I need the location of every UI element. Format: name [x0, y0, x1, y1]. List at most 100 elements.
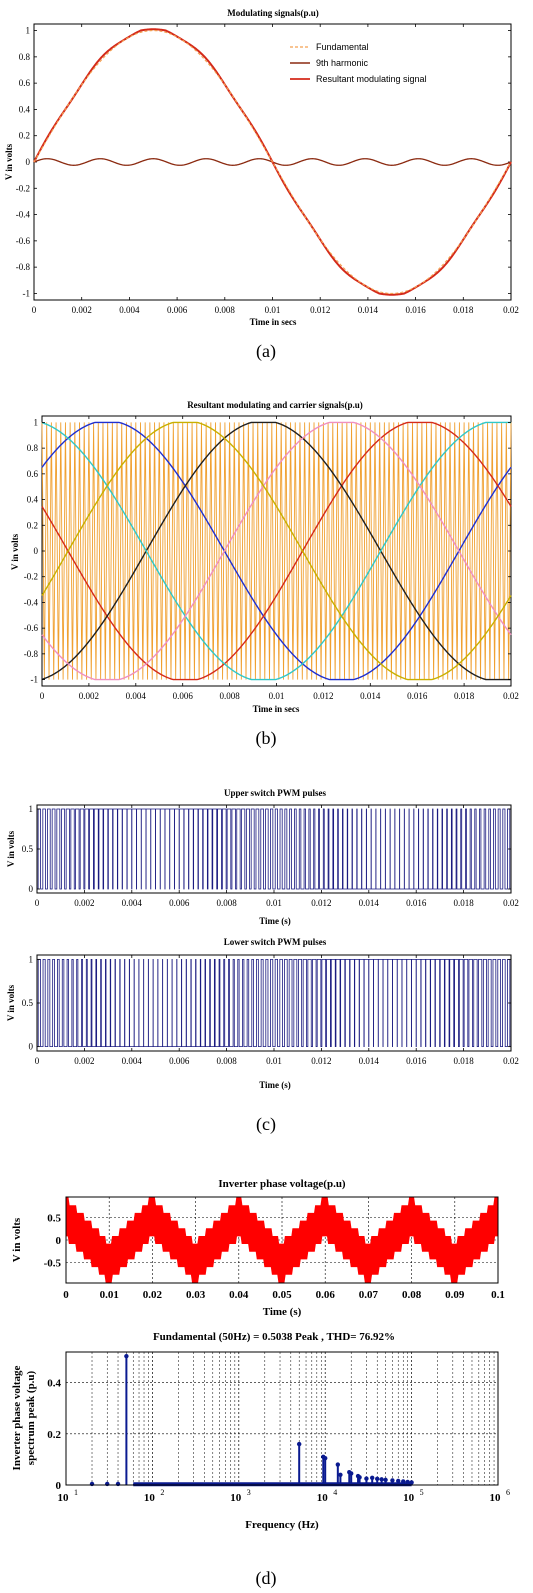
- spectrum-stem-marker: [401, 1479, 406, 1484]
- chart-c1-xtick-label: 0.016: [406, 898, 427, 908]
- chart-b-ytick-label: 0.4: [27, 495, 39, 505]
- chart-c1-xtick-label: 0.02: [503, 898, 519, 908]
- chart-a-ytick-label: 0.6: [19, 78, 31, 88]
- chart-b-xtick-label: 0.02: [503, 691, 519, 701]
- chart-c1-title: Upper switch PWM pulses: [224, 788, 327, 798]
- spectrum-stem-marker: [89, 1481, 95, 1487]
- chart-d1-xtick-label: 0: [63, 1289, 69, 1301]
- chart-a-ytick-label: -0.6: [16, 236, 31, 246]
- chart-c1-ylabel: V in volts: [6, 830, 16, 867]
- chart-d1-ytick-label: -0.5: [44, 1258, 62, 1270]
- chart-a-xtick-label: 0.02: [503, 305, 519, 315]
- chart-b-ytick-label: 0.8: [27, 443, 39, 453]
- caption-b: (b): [256, 728, 277, 749]
- legend-label-9th-harmonic: 9th harmonic: [316, 58, 369, 68]
- chart-b-ytick-label: -0.2: [24, 572, 38, 582]
- chart-a-ytick-label: -0.4: [16, 210, 31, 220]
- chart-c2-xtick-label: 0.018: [453, 1056, 474, 1066]
- chart-d2-ylabel-line1: Inverter phase voltage: [11, 1365, 23, 1470]
- chart-d2-ytick-label: 0: [56, 1480, 62, 1492]
- chart-c1-xtick-label: 0: [35, 898, 40, 908]
- chart-a-ticks: 0 0.002 0.004 0.006 0.008 0.01 0.012 0.014 0.016…: [16, 24, 519, 315]
- chart-a-xtick-label: 0.006: [167, 305, 188, 315]
- chart-c2-xtick-label: 0.01: [266, 1056, 282, 1066]
- panel-d-inverter-voltage: Inverter phase voltage(p.u) 0 0.01 0.02 0.0…: [11, 1178, 505, 1318]
- chart-a-ytick-label: 0.4: [19, 104, 31, 114]
- chart-d1-xtick-label: 0.08: [402, 1289, 422, 1301]
- chart-d1-xtick-label: 0.01: [100, 1289, 119, 1301]
- chart-c2-ytick-label: 1: [29, 954, 34, 964]
- chart-c1-pulses: [37, 808, 511, 890]
- spectrum-stem-marker: [405, 1479, 410, 1485]
- chart-d1-xtick-label: 0.05: [272, 1289, 292, 1301]
- chart-b-ytick-label: -1: [31, 675, 39, 685]
- chart-d1-xtick-label: 0.02: [143, 1289, 163, 1301]
- chart-d2-xtick-label: 10: [317, 1492, 329, 1504]
- chart-a-title: Modulating signals(p.u): [227, 8, 319, 18]
- spectrum-stem-marker: [396, 1478, 401, 1484]
- chart-c2-xtick-label: 0.006: [169, 1056, 190, 1066]
- chart-d1-xtick-label: 0.07: [359, 1289, 379, 1301]
- chart-c2-xtick-label: 0.02: [503, 1056, 519, 1066]
- modulating-line-5: [41, 421, 512, 681]
- spectrum-stem-marker: [323, 1455, 328, 1461]
- chart-a-series: [33, 28, 512, 296]
- chart-c1-ytick-label: 0.5: [22, 844, 34, 854]
- chart-d2-ytick-label: 0.4: [47, 1378, 61, 1390]
- chart-c2-ytick-label: 0: [29, 1042, 34, 1052]
- chart-a-xtick-label: 0.008: [215, 305, 236, 315]
- chart-c2-xtick-label: 0.008: [216, 1056, 237, 1066]
- chart-b-series: [41, 421, 512, 681]
- chart-c2-xtick-label: 0.002: [74, 1056, 94, 1066]
- chart-c1-xlabel: Time (s): [259, 916, 291, 926]
- chart-c2-xlabel: Time (s): [259, 1080, 291, 1090]
- chart-c1-xtick-label: 0.018: [453, 898, 474, 908]
- chart-b-xtick-label: 0.002: [79, 691, 99, 701]
- chart-d1-ticks: 0 0.01 0.02 0.03 0.04 0.05 0.06 0.07 0.08 0.09 0.1…: [44, 1212, 505, 1301]
- chart-c1-xtick-label: 0.004: [122, 898, 143, 908]
- modulating-line-1: [41, 421, 512, 681]
- chart-d2-ticks: 0 0.2 0.4 10 1 10 2 10 3 10 4 10 5 10 6: [47, 1378, 510, 1504]
- chart-d2-stems: [89, 1353, 414, 1487]
- chart-b-xtick-label: 0.012: [313, 691, 333, 701]
- chart-c1-xtick-label: 0.01: [266, 898, 282, 908]
- chart-d1-xtick-label: 0.1: [491, 1289, 505, 1301]
- chart-c2-xtick-label: 0.004: [122, 1056, 143, 1066]
- chart-b-xtick-label: 0.018: [454, 691, 475, 701]
- panel-a-modulating-signals: Modulating signals(p.u) 0 0.002 0.004 0.006…: [4, 8, 519, 362]
- chart-d2-grid: [66, 1352, 498, 1486]
- chart-a-ytick-label: -0.8: [16, 262, 31, 272]
- chart-c2-xtick-label: 0.016: [406, 1056, 427, 1066]
- chart-b-ytick-label: 0.6: [27, 469, 39, 479]
- panel-d-spectrum: Fundamental (50Hz) = 0.5038 Peak , THD= …: [11, 1331, 510, 1589]
- spectrum-stem-marker: [390, 1478, 395, 1483]
- chart-d1-title: Inverter phase voltage(p.u): [218, 1178, 346, 1190]
- chart-b-carrier: [41, 422, 512, 680]
- chart-c1-xtick-label: 0.002: [74, 898, 94, 908]
- chart-d1-plot-frame: [65, 1196, 499, 1284]
- spectrum-stem-marker: [409, 1480, 414, 1485]
- chart-c2-ticks: 0 0.002 0.004 0.006 0.008 0.01 0.012 0.014 0.016…: [22, 954, 519, 1066]
- chart-d1-xtick-label: 0.06: [316, 1289, 336, 1301]
- chart-d1-xtick-label: 0.09: [445, 1289, 465, 1301]
- chart-b-ytick-label: -0.6: [24, 623, 39, 633]
- chart-b-xlabel: Time in secs: [253, 704, 300, 714]
- chart-c2-xtick-label: 0.014: [359, 1056, 380, 1066]
- chart-d2-ylabel-line2: spectrum peak (p.u): [25, 1370, 37, 1465]
- spectrum-stem-marker: [364, 1476, 369, 1481]
- chart-a-xlabel: Time in secs: [250, 317, 297, 327]
- chart-d2-xtick-label: 10: [230, 1492, 242, 1504]
- spectrum-stem-marker: [375, 1476, 380, 1482]
- chart-b-xtick-label: 0.008: [219, 691, 240, 701]
- spectrum-stem-marker: [338, 1472, 343, 1477]
- chart-d2-ytick-label: 0.2: [47, 1429, 61, 1441]
- spectrum-stem-marker: [105, 1481, 110, 1487]
- chart-d2-xtick-exponent: 3: [247, 1488, 251, 1497]
- chart-d1-ytick-label: 0.5: [47, 1212, 61, 1224]
- chart-a-ytick-label: 0: [26, 157, 31, 167]
- chart-a-ylabel: V in volts: [4, 143, 14, 180]
- caption-d: (d): [256, 1568, 277, 1589]
- chart-b-xtick-label: 0.01: [269, 691, 285, 701]
- chart-b-xtick-label: 0.006: [173, 691, 194, 701]
